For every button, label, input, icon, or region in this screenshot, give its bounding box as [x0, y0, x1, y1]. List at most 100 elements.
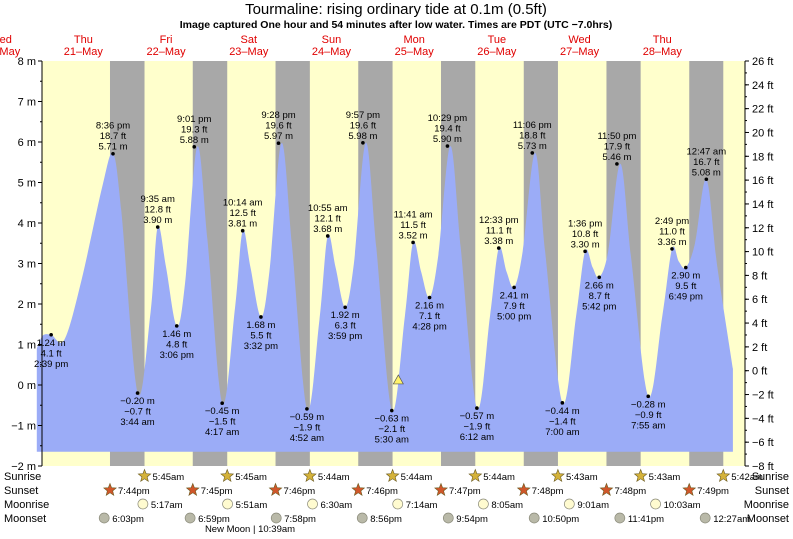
sunset-star-icon: [268, 482, 283, 496]
tide-annotation-label: 5:42 pm: [582, 301, 616, 312]
tide-annotation-label: −0.57 m: [460, 411, 495, 422]
tide-extreme-point: [305, 407, 309, 411]
tide-annotation-label: 3.52 m: [399, 230, 428, 241]
row-label-sunrise: Sunrise: [4, 471, 41, 483]
tide-annotation-label: 9:01 pm: [177, 114, 211, 125]
tide-annotation-label: 18.7 ft: [100, 131, 127, 142]
tide-annotation-label: 1.68 m: [246, 320, 275, 331]
tide-annotation-label: −1.5 ft: [209, 417, 236, 428]
moonset-circle-icon: [528, 512, 540, 524]
tide-extreme-point: [683, 265, 688, 270]
right-axis-tick-label: 16 ft: [752, 175, 773, 187]
tide-annotation-label: 4.1 ft: [41, 348, 62, 359]
tide-annotation-label: 12.1 ft: [315, 213, 342, 224]
tide-annotation-label: 11:41 am: [394, 209, 433, 220]
tide-annotation-label: 3.38 m: [484, 236, 513, 247]
tide-annotation-label: 11:06 pm: [513, 120, 552, 131]
day-header-weekday: Thu: [653, 34, 672, 46]
tide-curve-area: [36, 142, 733, 452]
tide-annotation-label: 5.97 m: [264, 131, 293, 142]
moonset-circle-icon: [699, 512, 711, 524]
tide-annotation-label: 2:39 pm: [34, 359, 68, 370]
chart-subtitle: Image captured One hour and 54 minutes a…: [180, 19, 612, 31]
tide-annotation-label: 10:29 pm: [428, 113, 468, 124]
day-header-weekday: Fri: [160, 34, 173, 46]
tide-annotation-label: 5.08 m: [692, 167, 721, 178]
tide-extreme-point: [192, 145, 197, 149]
tide-annotation-label: 10.8 ft: [572, 229, 599, 240]
left-axis-tick-label: −1 m: [11, 421, 36, 433]
right-axis-tick-label: 0 ft: [752, 366, 767, 378]
day-header-weekday: Thu: [74, 34, 93, 46]
tide-extreme-point: [583, 249, 587, 254]
row-event-time: 10:03am: [664, 500, 701, 511]
sun-star-icon: [633, 468, 648, 482]
chart-title: Tourmaline: rising ordinary tide at 0.1m…: [245, 1, 547, 18]
sun-star-icon: [137, 468, 152, 482]
new-moon-note: New Moon | 10:39am: [205, 524, 295, 535]
tide-annotation-label: 5.73 m: [518, 141, 547, 152]
day-header-date: 20–May: [0, 46, 21, 58]
row-event-time: 9:54pm: [456, 514, 488, 525]
tide-extreme-point: [615, 162, 619, 166]
row-event-time: 5:45am: [153, 472, 185, 483]
day-header-date: 25–May: [395, 46, 435, 58]
left-axis-tick-label: 7 m: [18, 97, 36, 109]
tide-extreme-point: [361, 141, 365, 145]
tide-annotation-label: 8:36 pm: [96, 121, 130, 132]
day-header-date: 23–May: [229, 46, 269, 58]
sun-star-icon: [385, 468, 400, 482]
tide-annotation-label: −1.4 ft: [549, 416, 576, 427]
row-event-time: 7:45pm: [201, 486, 233, 497]
right-axis-tick-label: 26 ft: [752, 56, 773, 68]
left-axis-tick-label: 2 m: [18, 299, 36, 311]
tide-annotation-label: 7.1 ft: [419, 311, 440, 322]
tide-extreme-point: [276, 141, 281, 146]
row-label-sunset: Sunset: [4, 485, 38, 497]
sunset-star-icon: [103, 482, 117, 496]
tide-annotation-label: −2.1 ft: [378, 424, 405, 435]
moonrise-circle-icon: [650, 498, 661, 510]
right-axis-tick-label: 2 ft: [752, 342, 767, 354]
tide-annotation-label: −0.9 ft: [635, 410, 662, 421]
tide-extreme-point: [670, 247, 674, 251]
right-axis-tick-label: 10 ft: [752, 247, 773, 259]
row-event-time: 5:44am: [483, 472, 515, 483]
tide-annotation-label: 3.30 m: [571, 239, 600, 250]
day-header-weekday: Mon: [403, 34, 424, 46]
tide-extreme-point: [496, 246, 501, 250]
tide-annotation-label: 19.3 ft: [181, 124, 208, 135]
tide-extreme-point: [475, 406, 479, 410]
tide-annotation-label: 9:28 pm: [261, 110, 295, 121]
moonset-circle-icon: [270, 512, 282, 524]
tide-annotation-label: 6.3 ft: [335, 321, 356, 332]
tide-annotation-label: 19.6 ft: [265, 121, 292, 132]
tide-annotation-label: −0.28 m: [631, 399, 666, 410]
left-axis-tick-label: 6 m: [18, 137, 36, 149]
row-event-time: 8:05am: [491, 500, 523, 511]
right-axis-tick-label: 6 ft: [752, 294, 767, 306]
day-header-date: 21–May: [64, 46, 104, 58]
row-event-time: 6:30am: [321, 500, 353, 511]
sun-star-icon: [551, 468, 565, 482]
tide-annotation-label: 3.81 m: [228, 219, 257, 230]
right-axis-tick-label: −2 ft: [752, 390, 774, 402]
tide-annotation-label: 3.68 m: [313, 224, 342, 235]
sunset-star-icon: [434, 482, 448, 496]
row-event-time: 7:14am: [406, 500, 438, 511]
moonrise-circle-icon: [307, 498, 318, 510]
tide-annotation-label: 2.16 m: [415, 301, 444, 312]
row-event-time: 7:44pm: [118, 486, 150, 497]
tide-annotation-label: 5:30 am: [375, 435, 409, 446]
tide-annotation-label: 2.90 m: [671, 271, 700, 282]
row-event-time: 5:45am: [235, 472, 267, 483]
day-header-date: 22–May: [146, 46, 186, 58]
sunset-star-icon: [516, 482, 531, 496]
moonrise-circle-icon: [137, 498, 149, 510]
row-event-time: 5:51am: [236, 500, 268, 511]
left-axis-tick-label: 5 m: [18, 178, 36, 190]
moonrise-circle-icon: [478, 498, 489, 510]
tide-annotation-label: 3:06 pm: [160, 350, 194, 361]
tide-annotation-label: 5.71 m: [98, 142, 127, 153]
tide-extreme-point: [530, 151, 535, 155]
